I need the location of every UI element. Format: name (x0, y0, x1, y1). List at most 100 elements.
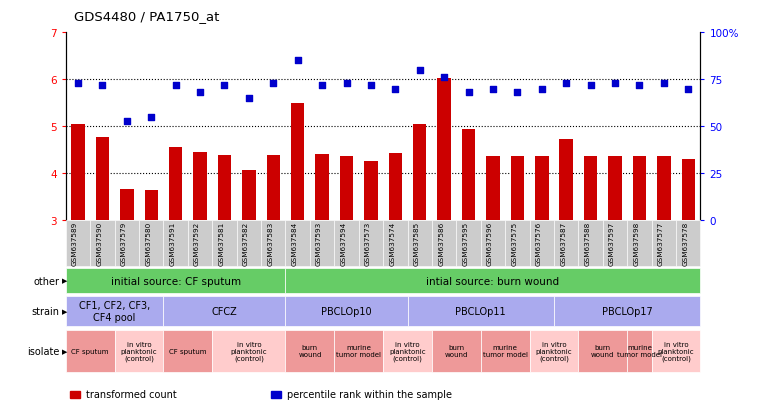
Text: isolate: isolate (27, 346, 60, 356)
Point (560, 81, 573, 87)
Text: percentile rank within the sample: percentile rank within the sample (287, 389, 452, 399)
Bar (217, 155, 231, 221)
Bar (535, 156, 549, 221)
Point (511, 90, 523, 97)
Bar (462, 129, 475, 221)
Text: murine
tumor model: murine tumor model (336, 344, 382, 358)
Text: GSM637573: GSM637573 (365, 222, 371, 266)
Text: ▶: ▶ (62, 348, 67, 354)
Text: GSM637583: GSM637583 (267, 222, 273, 266)
Text: transformed count: transformed count (86, 389, 176, 399)
Bar (437, 79, 451, 221)
Bar (560, 140, 573, 221)
Text: GSM637594: GSM637594 (341, 222, 347, 266)
Bar (315, 154, 329, 221)
Bar (608, 156, 622, 221)
Bar (291, 104, 304, 221)
Text: GDS4480 / PA1750_at: GDS4480 / PA1750_at (74, 10, 219, 23)
Bar (632, 156, 646, 221)
Text: murine
tumor model: murine tumor model (617, 344, 662, 358)
Text: GSM637595: GSM637595 (463, 222, 468, 266)
Point (194, 90, 206, 97)
Text: murine
tumor model: murine tumor model (483, 344, 528, 358)
Text: in vitro
planktonic
(control): in vitro planktonic (control) (536, 341, 572, 361)
Text: PBCLOp10: PBCLOp10 (321, 306, 372, 316)
Text: GSM637598: GSM637598 (633, 222, 639, 266)
Point (145, 114, 157, 121)
Point (170, 82, 182, 89)
Text: GSM637574: GSM637574 (389, 222, 396, 266)
Bar (682, 160, 695, 221)
Text: intial source: burn wound: intial source: burn wound (426, 276, 560, 286)
Point (413, 67, 426, 74)
Text: initial source: CF sputum: initial source: CF sputum (111, 276, 241, 286)
Text: GSM637581: GSM637581 (218, 222, 224, 266)
Text: GSM637589: GSM637589 (72, 222, 78, 266)
Point (536, 86, 548, 93)
Bar (266, 155, 280, 221)
Text: CF sputum: CF sputum (169, 348, 207, 354)
Point (609, 81, 622, 87)
Text: GSM637586: GSM637586 (438, 222, 444, 266)
Bar (71, 125, 84, 221)
Text: GSM637596: GSM637596 (487, 222, 493, 266)
Point (72, 81, 84, 87)
Text: other: other (33, 276, 60, 286)
Text: in vitro
planktonic
(control): in vitro planktonic (control) (231, 341, 267, 361)
Text: GSM637593: GSM637593 (316, 222, 322, 266)
Bar (169, 147, 183, 221)
Bar (389, 153, 402, 221)
Text: PBCLOp17: PBCLOp17 (602, 306, 652, 316)
Text: in vitro
planktonic
(control): in vitro planktonic (control) (121, 341, 157, 361)
Bar (340, 156, 353, 221)
Bar (413, 125, 426, 221)
Bar (657, 156, 670, 221)
Point (316, 82, 328, 89)
Text: GSM637585: GSM637585 (414, 222, 420, 266)
Point (243, 95, 255, 102)
Text: GSM637592: GSM637592 (194, 222, 200, 266)
Text: burn
wound: burn wound (298, 344, 321, 358)
Point (292, 58, 304, 64)
Bar (120, 190, 134, 221)
Text: ▶: ▶ (62, 278, 67, 284)
Point (389, 86, 402, 93)
Point (487, 86, 499, 93)
Point (218, 82, 231, 89)
Bar (486, 157, 500, 221)
Text: GSM637588: GSM637588 (584, 222, 591, 266)
Point (96, 82, 108, 89)
Text: burn
wound: burn wound (591, 344, 615, 358)
Point (584, 82, 597, 89)
Point (438, 75, 450, 81)
Text: GSM637579: GSM637579 (121, 222, 127, 266)
Point (341, 81, 353, 87)
Text: GSM637575: GSM637575 (512, 222, 517, 266)
Text: GSM637576: GSM637576 (536, 222, 542, 266)
Text: CF sputum: CF sputum (71, 348, 109, 354)
Text: ▶: ▶ (62, 309, 67, 314)
Bar (96, 138, 109, 221)
Point (633, 82, 646, 89)
Text: GSM637582: GSM637582 (243, 222, 249, 266)
Point (267, 81, 279, 87)
Point (121, 118, 133, 125)
Point (462, 90, 474, 97)
Text: strain: strain (32, 306, 60, 316)
Text: in vitro
planktonic
(control): in vitro planktonic (control) (389, 341, 426, 361)
Text: GSM637587: GSM637587 (560, 222, 567, 266)
Text: GSM637584: GSM637584 (292, 222, 298, 266)
Point (658, 81, 670, 87)
Text: GSM637591: GSM637591 (170, 222, 176, 266)
Bar (194, 153, 207, 221)
Point (365, 82, 377, 89)
Text: burn
wound: burn wound (445, 344, 468, 358)
Bar (145, 190, 158, 221)
Text: GSM637597: GSM637597 (609, 222, 615, 266)
Bar (242, 171, 255, 221)
Text: GSM637578: GSM637578 (682, 222, 688, 266)
Text: GSM637590: GSM637590 (97, 222, 102, 266)
Text: PBCLOp11: PBCLOp11 (455, 306, 506, 316)
Bar (365, 161, 378, 221)
Text: CF1, CF2, CF3,
CF4 pool: CF1, CF2, CF3, CF4 pool (79, 301, 150, 322)
